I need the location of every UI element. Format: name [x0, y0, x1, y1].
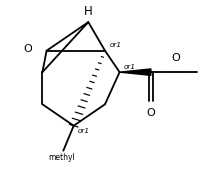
- Text: or1: or1: [124, 64, 136, 70]
- Text: or1: or1: [78, 128, 90, 134]
- Text: O: O: [172, 53, 180, 63]
- Text: or1: or1: [109, 42, 121, 48]
- Text: O: O: [147, 108, 155, 118]
- Text: methyl: methyl: [48, 152, 75, 161]
- Text: H: H: [84, 5, 93, 18]
- Text: O: O: [24, 44, 32, 54]
- Polygon shape: [120, 69, 151, 75]
